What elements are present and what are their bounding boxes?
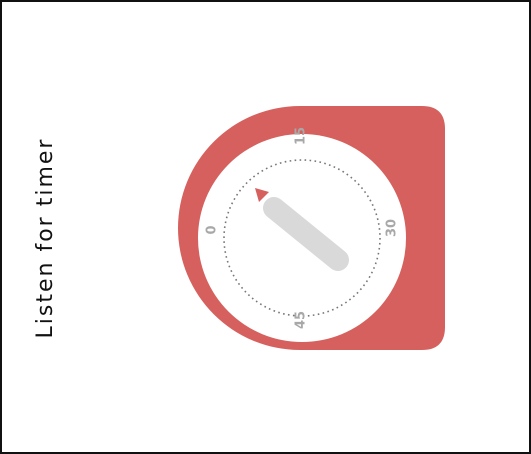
dial-label: 15	[294, 127, 309, 145]
timer-scene: Listen for timer 0 15 30 45	[2, 2, 529, 452]
screen: Listen for timer 0 15 30 45	[0, 0, 531, 454]
dial-label: 45	[294, 311, 309, 329]
prompt-text: Listen for timer	[33, 138, 58, 339]
dial-label: 30	[385, 219, 400, 237]
dial-label: 0	[205, 225, 220, 234]
